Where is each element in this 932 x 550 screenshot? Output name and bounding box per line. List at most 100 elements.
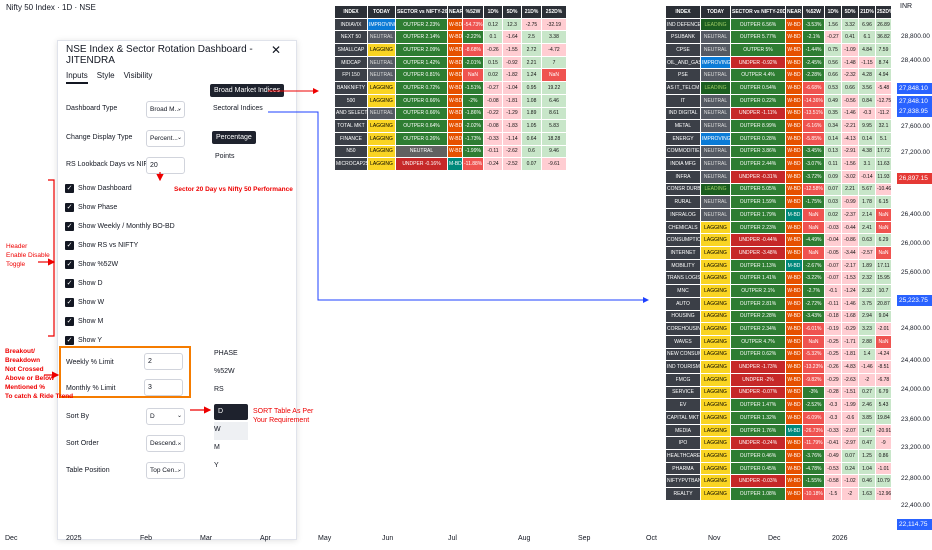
time-axis[interactable]: Dec 2025 Feb Mar Apr May Jun Jul Aug Sep Oct Nov Dec… xyxy=(0,533,900,547)
sort-option[interactable]: W xyxy=(214,422,248,440)
table-cell: -1.44% xyxy=(802,43,825,57)
time-label: Nov xyxy=(708,535,721,542)
change-display-select[interactable]: Percent... ⌄ xyxy=(146,130,185,147)
checkbox-show-w[interactable]: ✓ Show W xyxy=(65,298,104,307)
broad-market-table: INDEX TODAY SECTOR vs NIFTY-20D NEAR %52W 1D%… xyxy=(334,5,567,171)
table-cell: 17.72 xyxy=(875,144,892,159)
table-row: HEALTHCARE LAGGING OUTPER 0.46% W-BD -3.76% -… xyxy=(665,449,892,463)
chevron-down-icon: ⌄ xyxy=(176,135,182,141)
table-cell: 0.07 xyxy=(824,182,842,197)
table-cell: CAPITAL MKT xyxy=(665,411,701,425)
table-cell: -0.14 xyxy=(858,169,876,184)
table-cell: W-BD xyxy=(447,30,463,45)
rs-lookback-input[interactable]: 20 xyxy=(146,157,185,174)
checkbox-show-bo-bd[interactable]: ✓ Show Weekly / Monthly BO-BD xyxy=(65,222,175,231)
sort-option[interactable]: %52W xyxy=(214,368,235,375)
table-cell: UNDPER -0.44% xyxy=(730,233,786,248)
weekly-limit-input[interactable]: 2 xyxy=(144,353,183,370)
annotation-rs: Sector 20 Day vs Nifty 50 Performance xyxy=(174,186,293,193)
checkbox-show-52w[interactable]: ✓ Show %52W xyxy=(65,260,118,269)
table-cell: -1.83 xyxy=(502,119,522,133)
table-position-value: Top Cen... xyxy=(150,467,180,474)
column-header[interactable]: 1D% xyxy=(483,5,503,19)
column-header[interactable]: 5D% xyxy=(841,5,859,19)
table-cell: 2.88 xyxy=(858,334,876,349)
table-cell: -1.73% xyxy=(462,131,484,146)
table-cell: 26.89 xyxy=(875,17,892,32)
column-header[interactable]: SECTOR vs NIFTY-20D xyxy=(730,5,786,19)
monthly-limit-input[interactable]: 3 xyxy=(144,379,183,396)
column-header[interactable]: INDEX xyxy=(334,5,368,19)
tab-inputs[interactable]: Inputs xyxy=(66,71,88,84)
table-cell: LAGGING xyxy=(700,246,731,260)
column-header[interactable]: NEAR xyxy=(785,5,803,19)
sort-option[interactable]: Y xyxy=(214,462,219,469)
table-cell: -0.99 xyxy=(841,195,859,209)
time-label: Jun xyxy=(382,535,394,542)
table-cell: NEUTRAL xyxy=(700,119,731,133)
table-row: HOUSING LAGGING OUTPER 2.28% W-BD -3.43% -0.1… xyxy=(665,309,892,324)
table-cell: -9.61 xyxy=(541,157,567,171)
table-cell: -1.46 xyxy=(841,106,859,121)
table-cell: HOUSING xyxy=(665,309,701,324)
menu-item-broad-market[interactable]: Broad Market Indices xyxy=(210,84,285,97)
tab-visibility[interactable]: Visibility xyxy=(123,71,153,80)
table-row: NIFTYPVTBANKLAGGINGUNDPER -0.03%W-BD-1.5… xyxy=(665,474,892,489)
column-header[interactable]: 5D% xyxy=(502,5,522,19)
checkbox-show-phase[interactable]: ✓ Show Phase xyxy=(65,203,117,212)
column-header[interactable]: 21D% xyxy=(858,5,876,19)
table-cell: -1.51 xyxy=(841,385,859,400)
table-cell: 7 xyxy=(541,55,567,70)
checkbox-show-m[interactable]: ✓ Show M xyxy=(65,317,103,326)
close-icon[interactable]: ✕ xyxy=(271,43,282,57)
column-header[interactable]: 1D% xyxy=(824,5,842,19)
sort-option[interactable]: M xyxy=(214,444,220,451)
checkbox-show-rs[interactable]: ✓ Show RS vs NIFTY xyxy=(65,241,138,250)
table-position-select[interactable]: Top Cen... ⌄ xyxy=(146,462,185,479)
table-cell: -2.01% xyxy=(462,55,484,70)
table-cell: 0.63 xyxy=(858,233,876,248)
menu-item-sectoral[interactable]: Sectoral Indices xyxy=(213,105,263,112)
sort-order-select[interactable]: Descend... ⌄ xyxy=(146,435,185,452)
table-cell: 4.38 xyxy=(858,144,876,159)
table-cell: OUTPER 1.76% xyxy=(730,423,786,438)
menu-item-percentage[interactable]: Percentage xyxy=(212,131,256,144)
column-header[interactable]: TODAY xyxy=(367,5,396,19)
table-cell: IMPROVING xyxy=(367,17,396,32)
column-header[interactable]: %52W xyxy=(462,5,484,19)
table-cell: -0.44 xyxy=(841,220,859,235)
sort-option-selected[interactable]: D xyxy=(214,404,248,420)
checkbox-show-y[interactable]: ✓ Show Y xyxy=(65,336,102,345)
column-header[interactable]: TODAY xyxy=(700,5,731,19)
table-cell: OUTPER 2.34% xyxy=(730,322,786,336)
table-cell: 3.75 xyxy=(858,296,876,311)
column-header[interactable]: %52W xyxy=(802,5,825,19)
table-cell: UNDPER -0.07% xyxy=(730,385,786,400)
table-cell: 0.75 xyxy=(824,43,842,57)
sort-option[interactable]: RS xyxy=(214,386,224,393)
table-cell: 0.07 xyxy=(521,157,542,171)
column-header[interactable]: INDEX xyxy=(665,5,701,19)
table-cell: -26.73% xyxy=(802,423,825,438)
table-row: MOBILITY LAGGING OUTPER 1.13% M-BD -2.67% -0.… xyxy=(665,258,892,273)
checkbox-show-dashboard[interactable]: ✓ Show Dashboard xyxy=(65,184,132,193)
checkbox-show-d[interactable]: ✓ Show D xyxy=(65,279,103,288)
menu-item-points[interactable]: Points xyxy=(215,153,235,160)
sort-by-select[interactable]: D ⌄ xyxy=(146,408,185,425)
column-header[interactable]: 252D% xyxy=(875,5,892,19)
column-header[interactable]: 252D% xyxy=(541,5,567,19)
table-cell: -0.07 xyxy=(824,258,842,273)
column-header[interactable]: SECTOR vs NIFTY-20D xyxy=(395,5,448,19)
dashboard-type-select[interactable]: Broad M... ⌄ xyxy=(146,101,185,118)
table-row: PHARMA LAGGING OUTPER 0.45% W-BD -4.78% -0.53… xyxy=(665,461,892,476)
column-header[interactable]: NEAR xyxy=(447,5,463,19)
column-header[interactable]: 21D% xyxy=(521,5,542,19)
table-cell: -4.13 xyxy=(841,131,859,146)
check-icon: ✓ xyxy=(65,336,74,345)
table-cell: -6.01% xyxy=(802,322,825,336)
tab-style[interactable]: Style xyxy=(96,71,115,80)
sort-option[interactable]: PHASE xyxy=(214,350,238,357)
table-cell: PSUBANK xyxy=(665,30,701,45)
price-axis[interactable]: 28,800.00 28,400.00 27,600.00 27,200.00 26,8… xyxy=(900,0,932,520)
table-cell: NEW CONSUMP xyxy=(665,347,701,362)
